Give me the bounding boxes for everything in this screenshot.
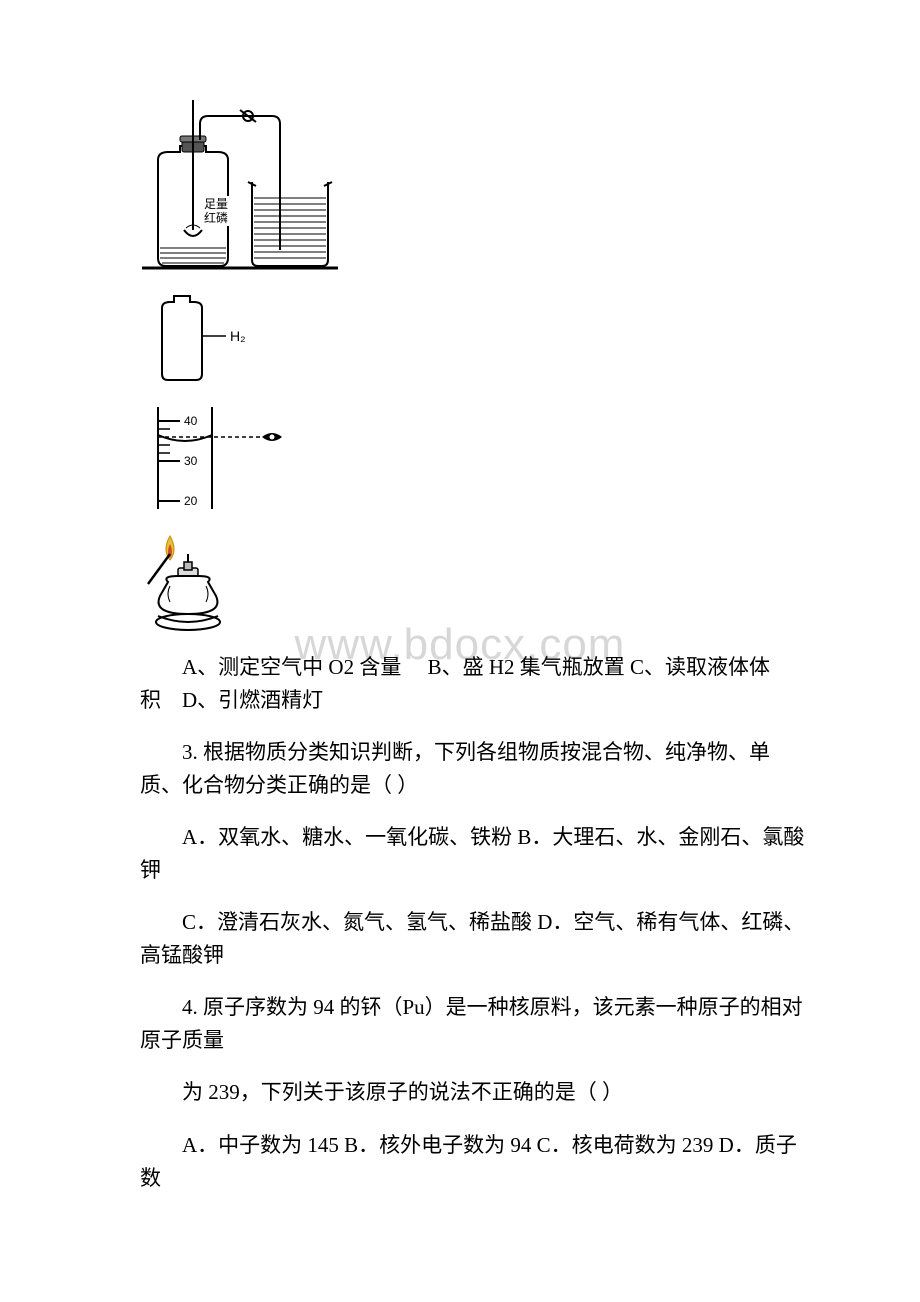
text-block: A、测定空气中 O2 含量 B、盛 H2 集气瓶放置 C、读取液体体积 D、引燃… (140, 651, 810, 1194)
experiment-label-line1: 足量 (204, 197, 228, 211)
question-3: 3. 根据物质分类知识判断，下列各组物质按混合物、纯净物、单质、化合物分类正确的… (140, 736, 810, 801)
question-4-line-a: 4. 原子序数为 94 的钚（Pu）是一种核原料，该元素一种原子的相对原子质量 (140, 991, 810, 1056)
lamp-svg (140, 532, 240, 632)
bottle-label: H₂ (230, 328, 246, 344)
bottle-svg: H₂ (140, 294, 260, 384)
cylinder-tick-40: 40 (184, 414, 198, 428)
page: 足量 红磷 H₂ 40 30 (0, 0, 920, 1274)
question-3-options-cd: C．澄清石灰水、氮气、氢气、稀盐酸 D．空气、稀有气体、红磷、高锰酸钾 (140, 906, 810, 971)
diagram-lamp (140, 532, 810, 637)
experiment-svg: 足量 红磷 (140, 100, 340, 275)
diagram-cylinder: 40 30 20 (140, 403, 810, 518)
experiment-label-line2: 红磷 (204, 210, 228, 225)
cylinder-tick-20: 20 (184, 494, 198, 508)
cylinder-tick-30: 30 (184, 454, 198, 468)
question-4-options: A．中子数为 145 B．核外电子数为 94 C．核电荷数为 239 D．质子数 (140, 1129, 810, 1194)
cylinder-svg: 40 30 20 (140, 403, 300, 513)
question-3-options-ab: A．双氧水、糖水、一氧化碳、铁粉 B．大理石、水、金刚石、氯酸钾 (140, 821, 810, 886)
options-line-1: A、测定空气中 O2 含量 B、盛 H2 集气瓶放置 C、读取液体体积 D、引燃… (140, 651, 810, 716)
diagram-experiment: 足量 红磷 (140, 100, 810, 280)
question-4-line-b: 为 239，下列关于该原子的说法不正确的是（ ） (140, 1076, 810, 1109)
diagram-bottle: H₂ (140, 294, 810, 389)
